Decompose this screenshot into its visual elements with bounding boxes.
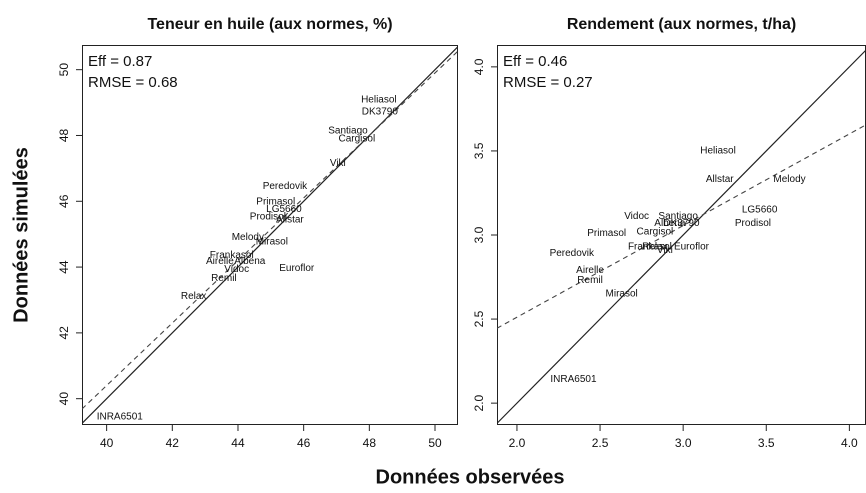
x-tick-label: 50 [428, 436, 442, 450]
x-tick-label: 40 [100, 436, 114, 450]
point-label: Viki [657, 245, 673, 256]
point-label: Melody [232, 232, 264, 243]
point-label: Remil [577, 275, 603, 286]
y-tick-label: 4.0 [472, 58, 486, 75]
x-tick-label: 42 [166, 436, 180, 450]
x-tick-label: 48 [363, 436, 377, 450]
point-label: DK3790 [362, 106, 399, 117]
x-tick-label: 2.0 [509, 436, 526, 450]
point-label: Allstar [706, 174, 734, 185]
point-label: INRA6501 [97, 411, 144, 422]
x-tick-label: 44 [231, 436, 245, 450]
stat-annotation: RMSE = 0.27 [503, 74, 593, 91]
chart-title: Rendement (aux normes, t/ha) [567, 16, 796, 33]
point-label: Vidoc [624, 211, 649, 222]
identity-line [82, 45, 458, 425]
point-label: Primasol [587, 228, 626, 239]
fit-line [82, 50, 458, 410]
point-label: Prodisol [250, 212, 286, 223]
y-tick-label: 3.5 [472, 142, 486, 159]
y-tick-label: 42 [57, 326, 71, 340]
point-label: Primasol [256, 197, 295, 208]
point-label: Airelle [206, 256, 234, 267]
point-label: Heliasol [361, 94, 397, 105]
point-label: Cargisol [637, 226, 674, 237]
plot-frame [82, 45, 458, 425]
point-label: Vidoc [224, 264, 249, 275]
x-tick-label: 3.0 [675, 436, 692, 450]
x-axis-label: Données observées [376, 466, 565, 488]
point-label: Remil [211, 273, 237, 284]
stat-annotation: RMSE = 0.68 [88, 74, 178, 91]
point-label: LG5660 [742, 204, 778, 215]
point-label: Mirasol [256, 237, 288, 248]
point-label: Mirasol [606, 288, 638, 299]
point-label: LG5660 [266, 204, 302, 215]
point-label: DK3790 [663, 218, 700, 229]
y-tick-label: 2.5 [472, 310, 486, 327]
y-tick-label: 48 [57, 128, 71, 142]
stat-annotation: Eff = 0.46 [503, 53, 567, 70]
point-label: Prodisol [735, 218, 771, 229]
x-tick-label: 4.0 [841, 436, 858, 450]
point-label: Relax [642, 241, 668, 252]
x-tick-label: 46 [297, 436, 311, 450]
point-label: Euroflor [674, 241, 710, 252]
point-label: Santiago [658, 211, 698, 222]
point-label: Cargisol [339, 133, 376, 144]
point-label: Frankasol [628, 241, 672, 252]
point-label: Euroflor [279, 263, 315, 274]
point-label: Viki [330, 158, 346, 169]
chart-title: Teneur en huile (aux normes, %) [147, 16, 392, 33]
y-axis-label: Données simulées [10, 147, 32, 323]
plot-lines [82, 45, 458, 425]
plot-lines [497, 49, 866, 425]
y-tick-label: 2.0 [472, 394, 486, 411]
point-label: Allstar [276, 215, 304, 226]
point-label: Albena [234, 256, 266, 267]
point-label: Albena [654, 218, 686, 229]
point-label: INRA6501 [550, 374, 597, 385]
y-tick-label: 3.0 [472, 226, 486, 243]
stat-annotation: Eff = 0.87 [88, 53, 152, 70]
point-label: Melody [773, 174, 805, 185]
point-label: Airelle [576, 265, 604, 276]
point-label: Santiago [328, 126, 368, 137]
x-tick-label: 3.5 [758, 436, 775, 450]
point-label: Peredovik [550, 248, 595, 259]
point-label: Relax [181, 291, 207, 302]
y-tick-label: 44 [57, 260, 71, 274]
point-label: Frankasol [210, 250, 254, 261]
fit-line [497, 124, 866, 329]
y-tick-label: 46 [57, 194, 71, 208]
y-tick-label: 40 [57, 392, 71, 406]
point-label: Peredovik [263, 181, 308, 192]
identity-line [497, 49, 866, 425]
point-label: Heliasol [700, 146, 736, 157]
y-tick-label: 50 [57, 63, 71, 77]
x-tick-label: 2.5 [592, 436, 609, 450]
